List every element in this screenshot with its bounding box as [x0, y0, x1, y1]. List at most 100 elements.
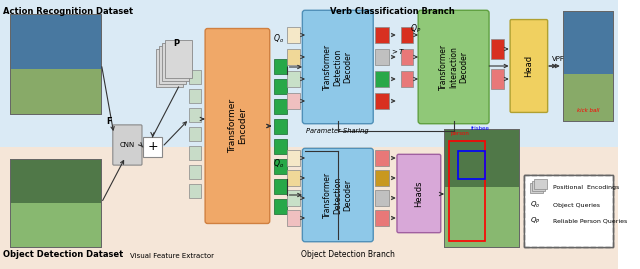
Text: Object Detection Dataset: Object Detection Dataset	[3, 250, 123, 259]
Bar	[524, 175, 613, 247]
Bar	[376, 93, 389, 109]
Bar	[444, 187, 519, 247]
Bar	[287, 27, 300, 43]
FancyBboxPatch shape	[113, 125, 142, 165]
Text: Object Detection Branch: Object Detection Branch	[301, 250, 395, 259]
Bar	[159, 46, 186, 84]
Bar	[10, 159, 101, 247]
Bar	[376, 150, 389, 166]
Bar	[530, 183, 543, 193]
Bar	[444, 129, 519, 247]
Bar	[0, 0, 618, 147]
Bar	[10, 14, 101, 114]
Text: Transformer
Detection
Decoder: Transformer Detection Decoder	[323, 172, 353, 218]
Text: Object Queries: Object Queries	[553, 203, 600, 207]
FancyBboxPatch shape	[302, 148, 373, 242]
Bar	[563, 11, 613, 121]
Bar	[189, 108, 201, 122]
Bar	[492, 39, 504, 59]
Text: Reliable Person Queries: Reliable Person Queries	[553, 218, 627, 224]
Bar	[165, 40, 192, 78]
Bar	[376, 49, 389, 65]
Bar	[376, 71, 389, 87]
Bar	[376, 27, 389, 43]
Text: CNN: CNN	[120, 142, 135, 148]
Bar	[492, 69, 504, 89]
Bar	[156, 49, 184, 87]
Text: P: P	[173, 38, 180, 48]
Text: Transformer
Detection
Decoder: Transformer Detection Decoder	[323, 44, 353, 90]
Bar	[274, 59, 287, 74]
Bar	[274, 139, 287, 154]
Bar	[274, 119, 287, 134]
Bar	[401, 71, 413, 87]
Bar	[10, 14, 101, 114]
Bar	[401, 27, 413, 43]
Text: kick ball: kick ball	[577, 108, 599, 114]
Text: $Q_P$: $Q_P$	[530, 216, 540, 226]
Bar	[10, 159, 101, 247]
Bar	[444, 129, 519, 247]
Text: Action Recognition Dataset: Action Recognition Dataset	[3, 7, 133, 16]
FancyBboxPatch shape	[418, 10, 489, 124]
Text: $Q_o$: $Q_o$	[530, 200, 540, 210]
Bar	[189, 89, 201, 103]
Text: Transformer
Encoder: Transformer Encoder	[228, 99, 247, 153]
Bar	[10, 14, 101, 69]
Bar	[0, 147, 618, 269]
Bar	[143, 137, 162, 157]
Text: person: person	[451, 132, 470, 136]
Text: +: +	[147, 140, 158, 154]
Bar	[189, 146, 201, 160]
Text: Heads: Heads	[414, 181, 424, 207]
Text: Positional  Encodings: Positional Encodings	[553, 185, 620, 189]
Bar	[524, 175, 613, 247]
Bar	[162, 43, 189, 81]
Text: Verb Classification Branch: Verb Classification Branch	[330, 7, 455, 16]
Bar	[458, 151, 486, 179]
Text: VPF: VPF	[552, 56, 565, 62]
Bar	[376, 210, 389, 226]
Bar	[189, 127, 201, 141]
Bar	[287, 93, 300, 109]
FancyBboxPatch shape	[205, 29, 269, 224]
Text: $Q_P$: $Q_P$	[410, 23, 421, 35]
Text: Head: Head	[524, 55, 533, 77]
Bar	[10, 202, 101, 247]
Bar	[10, 69, 101, 114]
FancyBboxPatch shape	[302, 10, 373, 124]
Bar	[189, 184, 201, 198]
Text: Parameter Sharing: Parameter Sharing	[307, 128, 369, 134]
Bar	[287, 170, 300, 186]
Bar	[563, 74, 613, 121]
Bar	[524, 175, 613, 247]
Text: Transformer
Interaction
Decoder: Transformer Interaction Decoder	[438, 44, 468, 90]
Text: F: F	[106, 116, 112, 126]
Bar	[287, 49, 300, 65]
Bar	[534, 179, 547, 189]
Bar	[287, 190, 300, 206]
Bar	[10, 159, 101, 203]
Bar	[532, 181, 545, 191]
Text: frisbee: frisbee	[471, 126, 490, 132]
Bar	[274, 199, 287, 214]
Bar	[189, 165, 201, 179]
Bar	[274, 79, 287, 94]
Bar	[287, 150, 300, 166]
FancyBboxPatch shape	[397, 154, 441, 233]
Bar	[274, 179, 287, 194]
Bar	[449, 141, 486, 241]
Bar	[401, 49, 413, 65]
Bar	[287, 210, 300, 226]
Text: $>T$: $>T$	[390, 47, 405, 55]
Bar	[563, 11, 613, 74]
Bar	[189, 70, 201, 84]
Bar	[376, 190, 389, 206]
Bar	[287, 71, 300, 87]
Bar	[274, 159, 287, 174]
Text: Visual Feature Extractor: Visual Feature Extractor	[130, 253, 214, 259]
Bar	[274, 99, 287, 114]
Bar	[444, 129, 519, 187]
FancyBboxPatch shape	[510, 20, 548, 112]
Bar	[563, 11, 613, 121]
